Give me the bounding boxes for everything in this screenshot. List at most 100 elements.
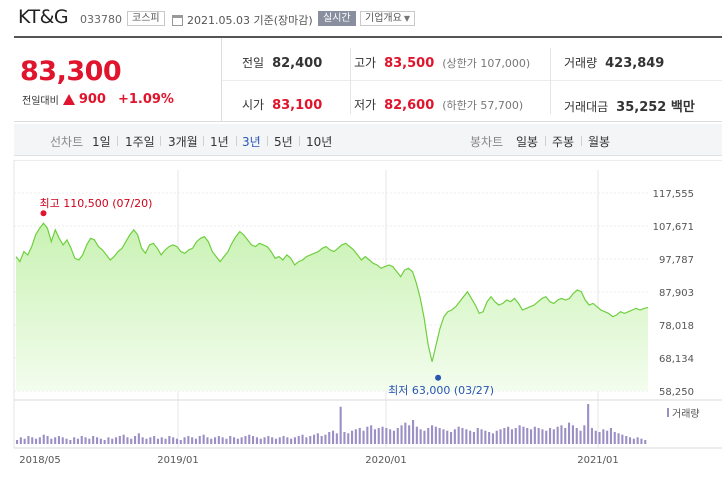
volume-bar	[111, 438, 114, 444]
volume-bar	[88, 438, 91, 444]
volume-bar	[583, 425, 586, 444]
volume-bar	[358, 428, 361, 444]
x-axis: 2018/05 2019/01 2020/01 2021/01	[19, 455, 619, 466]
y-axis: 117,555 107,671 97,787 87,903 78,018 68,134 58…	[653, 189, 694, 398]
stats-col-divider	[550, 48, 551, 114]
high-value: 83,500	[384, 56, 435, 71]
date-text: 2021.05.03 기준(장마감)	[187, 14, 313, 27]
volume-bar	[503, 428, 506, 444]
volume-bar	[267, 436, 270, 444]
volume-bar	[392, 430, 395, 444]
volume-bar	[644, 440, 647, 444]
volume-bar	[362, 430, 365, 444]
price-line	[15, 222, 649, 362]
volume-bar	[613, 432, 616, 444]
tab-monthly[interactable]: 월봉	[588, 135, 611, 149]
volume-bar	[240, 437, 243, 444]
low-price: 저가 82,600 (하한가 57,700)	[354, 96, 523, 113]
tab-1y[interactable]: 1년	[210, 135, 229, 149]
volume-label: 거래량	[564, 56, 598, 70]
tab-10y[interactable]: 10년	[306, 135, 333, 149]
volume-bar	[187, 436, 190, 444]
volume-bar	[172, 437, 175, 444]
volume-bar	[412, 420, 415, 444]
volume-bar	[427, 428, 430, 444]
volume-bar	[381, 426, 384, 444]
volume-bar	[301, 434, 304, 444]
volume-bar	[549, 428, 552, 444]
live-button[interactable]: 실시간	[318, 11, 356, 26]
volume-bar	[606, 430, 609, 444]
y-tick-label: 97,787	[659, 255, 694, 266]
volume-bar	[632, 438, 635, 444]
open-value: 83,100	[272, 98, 323, 113]
y-tick-label: 68,134	[659, 354, 694, 365]
tab-5y[interactable]: 5년	[274, 135, 293, 149]
volume-bar	[210, 438, 213, 444]
volume-bars: 거래량	[16, 404, 700, 444]
volume-bar	[560, 425, 563, 444]
tab-3m[interactable]: 3개월	[168, 135, 198, 149]
volume-bar	[400, 425, 403, 444]
candle-chart-label: 봉차트	[470, 135, 504, 149]
volume-bar	[609, 428, 612, 444]
volume-bar	[61, 437, 64, 444]
volume-bar	[320, 436, 323, 444]
volume-bar	[137, 433, 140, 444]
volume-bar	[156, 438, 159, 444]
volume-bar	[16, 440, 19, 444]
volume-bar	[518, 425, 521, 444]
price-chart[interactable]: 117,555 107,671 97,787 87,903 78,018 68,134 58…	[0, 160, 722, 480]
volume-bar	[366, 426, 369, 444]
volume-bar	[377, 428, 380, 444]
tab-weekly[interactable]: 주봉	[552, 135, 575, 149]
volume-bar	[396, 428, 399, 444]
tab-1d[interactable]: 1일	[92, 135, 111, 149]
high-price: 고가 83,500 (상한가 107,000)	[354, 54, 530, 71]
volume-bar	[76, 438, 79, 444]
y-tick-label: 78,018	[659, 321, 694, 332]
volume-bar	[305, 437, 308, 444]
volume-bar	[225, 438, 228, 444]
tab-3y[interactable]: 3년	[242, 135, 261, 149]
volume-bar	[191, 437, 194, 444]
volume-bar	[587, 404, 590, 444]
volume-bar	[164, 438, 167, 444]
tab-1w[interactable]: 1주일	[125, 135, 155, 149]
volume-bar	[446, 430, 449, 444]
volume-bar	[252, 436, 255, 444]
date-info: 2021.05.03 기준(장마감)	[172, 12, 313, 28]
volume-bar	[568, 422, 571, 444]
volume-bar	[122, 434, 125, 444]
x-tick-label: 2020/01	[365, 455, 407, 466]
volume-bar	[160, 437, 163, 444]
tab-separator	[236, 136, 237, 146]
volume-bar	[476, 428, 479, 444]
volume-bar	[526, 428, 529, 444]
volume-bar	[118, 436, 121, 444]
stats-divider	[222, 80, 722, 81]
tab-separator	[267, 136, 268, 146]
volume-bar	[194, 438, 197, 444]
volume-bar	[115, 437, 118, 444]
volume-bar	[309, 436, 312, 444]
low-label: 저가	[354, 98, 377, 112]
price-change: 전일대비 900 +1.09%	[22, 92, 174, 107]
volume-bar	[286, 437, 289, 444]
volume-bar	[149, 437, 152, 444]
volume-bar	[472, 432, 475, 444]
volume-bar	[255, 437, 258, 444]
volume-bar	[488, 432, 491, 444]
volume-bar	[495, 430, 498, 444]
volume-bar	[461, 428, 464, 444]
tab-separator	[160, 136, 161, 146]
tab-daily[interactable]: 일봉	[516, 135, 539, 149]
stats-col-divider	[350, 48, 351, 114]
volume-bar	[23, 438, 26, 444]
volume-bar	[545, 430, 548, 444]
volume-bar	[126, 437, 129, 444]
volume-legend-swatch	[667, 408, 669, 417]
volume-bar	[457, 426, 460, 444]
corp-info-button[interactable]: 기업개요 ▼	[360, 11, 415, 26]
volume-bar	[537, 428, 540, 444]
